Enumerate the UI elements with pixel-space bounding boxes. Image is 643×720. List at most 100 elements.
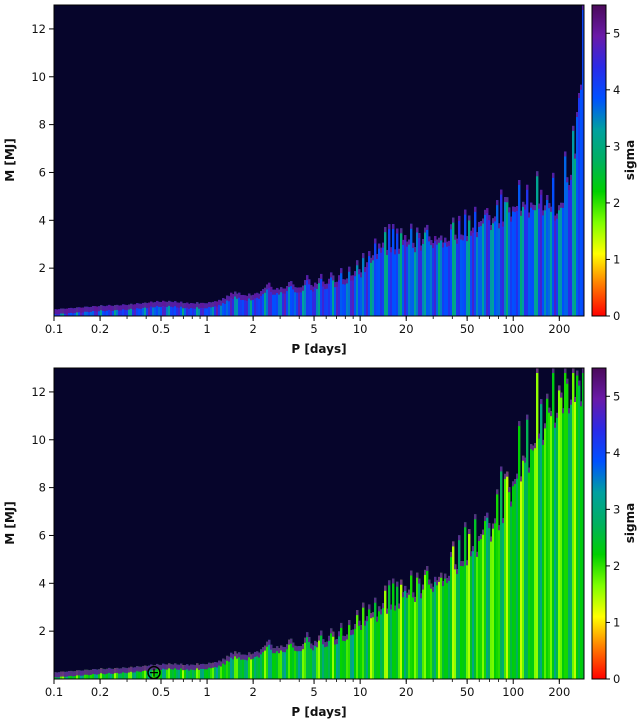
fill-strip [364,267,367,316]
fill-strip [470,230,473,316]
fill-strip-edge [320,630,323,636]
x-tick-label: 100 [502,322,524,336]
fill-strip [106,305,109,316]
fill-strip [524,457,527,679]
fill-strip-edge [74,308,77,314]
fill-strip-edge [218,660,221,666]
colorbar [591,367,607,680]
fill-strip [482,218,485,316]
fill-strip-edge [530,202,533,208]
fill-strip [446,241,449,316]
fill-strip [518,421,521,679]
x-tick-label: 2 [249,685,256,699]
fill-strip [350,275,353,316]
fill-strip-edge [322,639,325,645]
fill-strip-edge [172,664,175,670]
fill-strip-edge [294,645,297,651]
fill-strip-edge [86,306,89,312]
fill-strip [212,301,215,316]
fill-strip-edge [354,271,357,277]
fill-strip [272,289,275,316]
fill-strip-edge [244,295,247,301]
fill-strip [178,302,181,316]
fill-strip [142,665,145,679]
fill-strip-edge [262,647,265,653]
fill-strip-edge [180,301,183,307]
fill-strip-edge [288,639,291,645]
fill-strip [580,84,583,317]
fill-strip [254,651,257,679]
colorbar [591,4,607,317]
fill-strip [404,585,407,679]
fill-strip [412,592,415,679]
fill-strip-edge [568,408,571,414]
fill-strip-edge [388,580,391,586]
fill-strip-edge [396,581,399,587]
fill-strip [568,408,571,679]
fill-strip-edge [382,603,385,609]
fill-strip-edge [68,307,71,313]
fill-strip [368,251,371,316]
fill-strip-edge [140,303,143,309]
fill-strip-edge [356,610,359,616]
fill-strip [432,586,435,679]
fill-strip [466,560,469,679]
fill-strip-edge [426,224,429,230]
fill-strip-edge [438,237,441,243]
colorbar-tick-label: 0 [613,309,620,323]
fill-strip [558,205,561,316]
fill-strip-edge [306,275,309,281]
x-axis-ticks: 0.1 0.2 0.5 1 2 5 10 20 50 100 200 [45,679,570,699]
fill-strip [484,515,487,679]
fill-strip [366,262,369,316]
fill-strip [132,667,135,679]
fill-strip [564,151,567,316]
fill-strip-edge [294,287,297,293]
fill-strip-edge [462,235,465,241]
fill-strip-edge [332,631,335,637]
fill-strip [308,636,311,679]
fill-strip [574,396,577,679]
fill-strip-edge [230,652,233,658]
fill-strip-edge [372,612,375,618]
fill-strip [520,476,523,679]
fill-strip [558,385,561,679]
fill-strip-edge [550,206,553,212]
fill-strip [166,664,169,679]
fill-strip [504,473,507,679]
fill-strip-edge [566,177,569,183]
fill-strip-edge [464,209,467,215]
fill-strip [490,225,493,316]
fill-strip [164,664,167,679]
fill-strip [264,287,267,316]
fill-strip-edge [194,665,197,671]
fill-strip [170,301,173,316]
fill-strip-edge [544,423,547,429]
fill-strip-edge [582,368,585,373]
fill-strip-edge [138,303,141,309]
fill-strip [250,654,253,679]
fill-strip [544,423,547,679]
fill-strip [452,541,455,679]
fill-strip [476,232,479,316]
fill-strip [224,298,227,316]
fill-strip-edge [480,221,483,227]
fill-strip-edge [158,301,161,307]
fill-strip [226,295,229,316]
fill-strip-edge [534,205,537,211]
fill-strip-edge [458,535,461,541]
fill-strip-edge [104,306,107,312]
fill-strip [410,223,413,316]
fill-strip-edge [562,408,565,414]
fill-strip [182,665,185,679]
fill-strip-edge [564,151,567,157]
fill-strip-edge [162,300,165,306]
fill-strip-edge [546,393,549,399]
fill-strip-edge [340,268,343,274]
fill-strip-edge [264,645,267,651]
fill-strip-edge [90,306,93,312]
fill-strip-edge [528,212,531,218]
fill-strip-edge [100,668,103,674]
fill-strip-edge [118,305,121,311]
fill-strip [324,642,327,679]
